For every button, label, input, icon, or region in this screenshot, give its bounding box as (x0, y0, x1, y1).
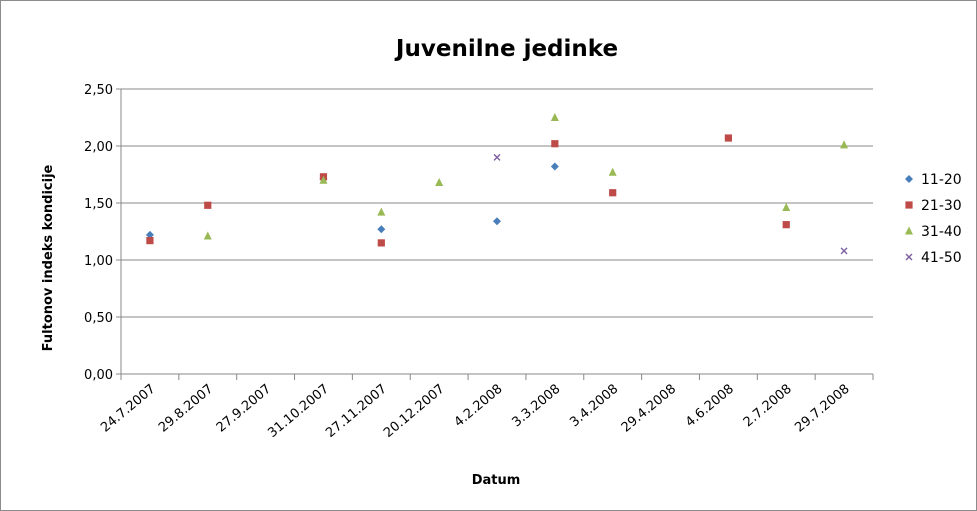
data-point-11-20 (493, 217, 501, 226)
legend-label: 21-30 (921, 198, 962, 214)
data-point-21-30 (146, 237, 154, 245)
legend-marker-21-30 (905, 201, 913, 209)
axes (116, 88, 874, 380)
chart-title: Juvenilne jedinke (394, 36, 618, 62)
y-tick-label: 1,00 (84, 254, 113, 269)
x-tick-label: 4.6.2008 (683, 382, 737, 431)
data-point-11-20 (550, 162, 559, 171)
data-point-31-40 (550, 113, 559, 121)
data-point-21-30 (551, 140, 559, 148)
y-tick-label: 0,50 (84, 311, 113, 326)
data-point-31-40 (203, 231, 212, 240)
legend: 11-20 21-30 31-40 41-50 (905, 172, 962, 266)
data-point-21-30 (724, 134, 732, 142)
legend-marker-31-40 (905, 226, 913, 235)
data-point-31-40 (319, 175, 328, 184)
legend-label: 11-20 (921, 172, 962, 188)
data-point-21-30 (609, 189, 617, 197)
x-tick-label: 20.12.2007 (381, 382, 448, 441)
x-tick-label: 29.7.2008 (792, 382, 852, 436)
data-point-21-30 (377, 239, 385, 247)
y-axis-title: Fultonov indeks kondicije (41, 164, 56, 351)
data-point-31-40 (782, 203, 791, 212)
data-point-21-30 (204, 201, 212, 209)
x-tick-label: 29.8.2007 (156, 382, 216, 436)
data-point-31-40 (435, 177, 444, 186)
x-tick-label: 27.11.2007 (323, 382, 390, 441)
x-axis-title: Datum (472, 473, 521, 488)
y-tick-label: 0,00 (84, 368, 113, 383)
x-tick-labels: 24.7.200729.8.200727.9.200731.10.200727.… (98, 382, 852, 441)
x-tick-label: 31.10.2007 (265, 382, 332, 441)
y-tick-label: 2,00 (84, 140, 113, 155)
x-tick-label: 2.7.2008 (741, 382, 795, 431)
data-point-11-20 (377, 225, 386, 234)
x-tick-label: 24.7.2007 (98, 382, 158, 436)
x-tick-label: 27.9.2007 (214, 382, 274, 436)
legend-marker-11-20 (905, 175, 913, 183)
data-point-31-40 (377, 207, 386, 216)
data-point-11-20 (145, 230, 154, 239)
y-tick-label: 2,50 (84, 83, 113, 98)
x-tick-label: 3.3.2008 (509, 382, 563, 431)
x-tick-label: 4.2.2008 (452, 382, 506, 431)
data-point-31-40 (840, 140, 849, 149)
x-tick-label: 3.4.2008 (567, 382, 621, 431)
data-point-41-50 (840, 247, 848, 255)
data-point-21-30 (782, 221, 790, 229)
y-tick-label: 1,50 (84, 197, 113, 212)
gridlines (121, 88, 873, 318)
data-point-41-50 (493, 153, 501, 161)
y-tick-labels: 0,00 0,50 1,00 1,50 2,00 2,50 (84, 83, 113, 383)
legend-label: 41-50 (921, 250, 962, 266)
legend-marker-41-50 (905, 253, 913, 261)
legend-label: 31-40 (921, 224, 962, 240)
x-tick-label: 29.4.2008 (619, 382, 679, 436)
data-points (145, 113, 849, 255)
data-point-31-40 (608, 167, 617, 176)
